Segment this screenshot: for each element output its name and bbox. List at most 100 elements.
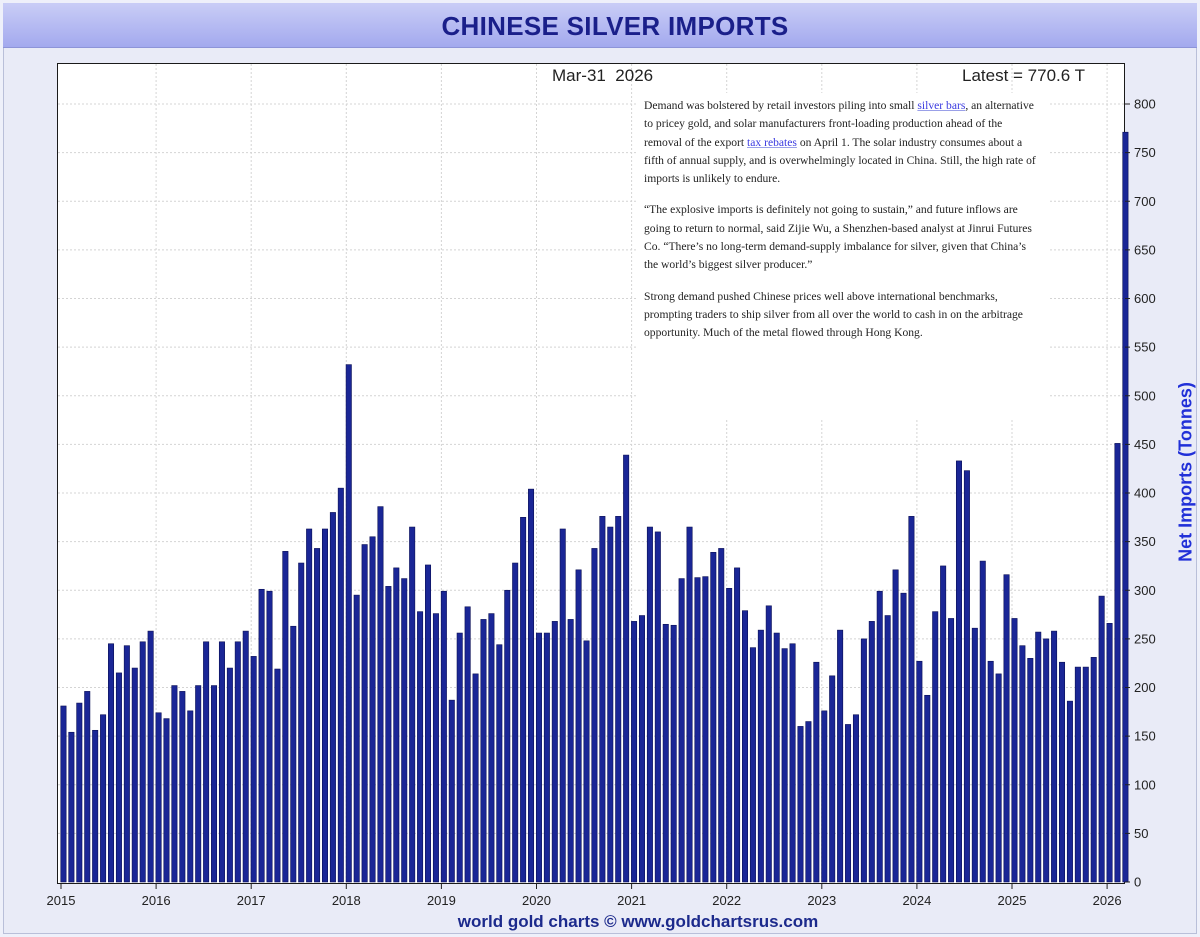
bar bbox=[631, 621, 638, 883]
bar bbox=[440, 590, 447, 883]
bar bbox=[274, 668, 281, 883]
bar bbox=[1003, 574, 1010, 883]
bar bbox=[662, 623, 669, 883]
bar bbox=[1098, 595, 1105, 883]
chart-title: CHINESE SILVER IMPORTS bbox=[441, 11, 789, 41]
y-tick-label: 0 bbox=[1134, 875, 1141, 890]
bar bbox=[900, 592, 907, 883]
y-tick-label: 150 bbox=[1134, 729, 1156, 744]
y-tick-label: 400 bbox=[1134, 486, 1156, 501]
annotation-text: on April 1. The solar industry consumes … bbox=[644, 135, 1036, 186]
bar bbox=[805, 721, 812, 883]
bar bbox=[742, 610, 749, 883]
bar bbox=[131, 667, 138, 883]
bar bbox=[773, 632, 780, 883]
annotation-paragraph-2: “The explosive imports is definitely not… bbox=[644, 203, 1032, 272]
bar bbox=[781, 648, 788, 883]
tax-rebates-link[interactable]: tax rebates bbox=[747, 135, 797, 149]
bar bbox=[409, 526, 416, 883]
bar bbox=[995, 673, 1002, 883]
bar bbox=[258, 588, 265, 883]
bar bbox=[417, 611, 424, 883]
x-tick-label: 2019 bbox=[427, 893, 456, 908]
bar bbox=[385, 586, 392, 883]
bar bbox=[678, 578, 685, 883]
bar bbox=[829, 675, 836, 883]
bar bbox=[195, 685, 202, 883]
bar bbox=[845, 724, 852, 883]
y-tick-label: 50 bbox=[1134, 826, 1148, 841]
bar bbox=[1106, 623, 1113, 883]
bar bbox=[765, 605, 772, 883]
bar bbox=[654, 531, 661, 883]
bar bbox=[702, 576, 709, 883]
bar bbox=[749, 647, 756, 883]
x-tick-label: 2018 bbox=[332, 893, 361, 908]
y-tick-label: 550 bbox=[1134, 340, 1156, 355]
x-tick-label: 2017 bbox=[237, 893, 266, 908]
bar bbox=[1059, 661, 1066, 883]
bar bbox=[908, 516, 915, 883]
bar bbox=[615, 516, 622, 883]
bar bbox=[726, 588, 733, 883]
y-tick-label: 250 bbox=[1134, 631, 1156, 646]
y-tick-label: 350 bbox=[1134, 534, 1156, 549]
bar bbox=[226, 667, 233, 883]
bar bbox=[686, 526, 693, 883]
bar bbox=[860, 638, 867, 883]
bar bbox=[179, 691, 186, 883]
bar bbox=[821, 710, 828, 883]
bar bbox=[432, 613, 439, 883]
bar bbox=[242, 630, 249, 883]
bar bbox=[504, 589, 511, 883]
bar bbox=[100, 714, 107, 883]
bar bbox=[60, 705, 67, 883]
bar bbox=[852, 714, 859, 883]
bar bbox=[337, 487, 344, 883]
bar bbox=[789, 643, 796, 883]
bar bbox=[694, 577, 701, 883]
x-tick-label: 2020 bbox=[522, 893, 551, 908]
bar bbox=[488, 613, 495, 883]
bar bbox=[591, 548, 598, 883]
bar bbox=[147, 630, 154, 883]
x-tick-label: 2025 bbox=[998, 893, 1027, 908]
bar bbox=[559, 528, 566, 883]
bar bbox=[1090, 657, 1097, 883]
bar bbox=[884, 615, 891, 883]
bar bbox=[955, 460, 962, 883]
bar bbox=[987, 660, 994, 883]
bar bbox=[1082, 666, 1089, 883]
x-tick-label: 2022 bbox=[712, 893, 741, 908]
date-label: Mar-31 2026 bbox=[552, 66, 654, 85]
bar bbox=[940, 565, 947, 883]
annotation-text: Demand was bolstered by retail investors… bbox=[644, 99, 918, 112]
bar-series bbox=[60, 131, 1129, 883]
bar bbox=[108, 643, 115, 883]
silver-bars-link[interactable]: silver bars bbox=[917, 99, 966, 112]
bar bbox=[916, 660, 923, 883]
bar bbox=[1035, 631, 1042, 883]
y-tick-label: 800 bbox=[1134, 97, 1156, 112]
annotation-paragraph-3: Strong demand pushed Chinese prices well… bbox=[644, 289, 1023, 340]
bar bbox=[1074, 666, 1081, 883]
bar bbox=[551, 621, 558, 883]
bar bbox=[448, 699, 455, 883]
bar bbox=[512, 562, 519, 883]
bar bbox=[718, 548, 725, 883]
bar bbox=[298, 562, 305, 883]
bar bbox=[211, 685, 218, 883]
bar bbox=[139, 641, 146, 883]
bar bbox=[92, 729, 99, 883]
footer-credit: world gold charts © www.goldchartsrus.co… bbox=[457, 912, 819, 931]
bar bbox=[306, 528, 313, 883]
bar bbox=[425, 564, 432, 883]
bar bbox=[535, 632, 542, 883]
annotation-text: , an alternative to pricey gold, and sol… bbox=[644, 99, 1034, 149]
bar bbox=[607, 526, 614, 883]
bar bbox=[155, 712, 162, 883]
bar bbox=[234, 641, 241, 883]
bar bbox=[797, 726, 804, 883]
bar bbox=[583, 640, 590, 883]
